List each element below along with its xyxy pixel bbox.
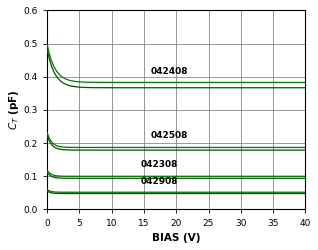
Text: 042308: 042308: [141, 160, 178, 168]
X-axis label: BIAS (V): BIAS (V): [152, 233, 200, 243]
Y-axis label: $C_T$ (pF): $C_T$ (pF): [7, 90, 21, 130]
Text: 042408: 042408: [150, 67, 188, 76]
Text: 042508: 042508: [150, 131, 188, 140]
Text: 042908: 042908: [141, 178, 178, 186]
